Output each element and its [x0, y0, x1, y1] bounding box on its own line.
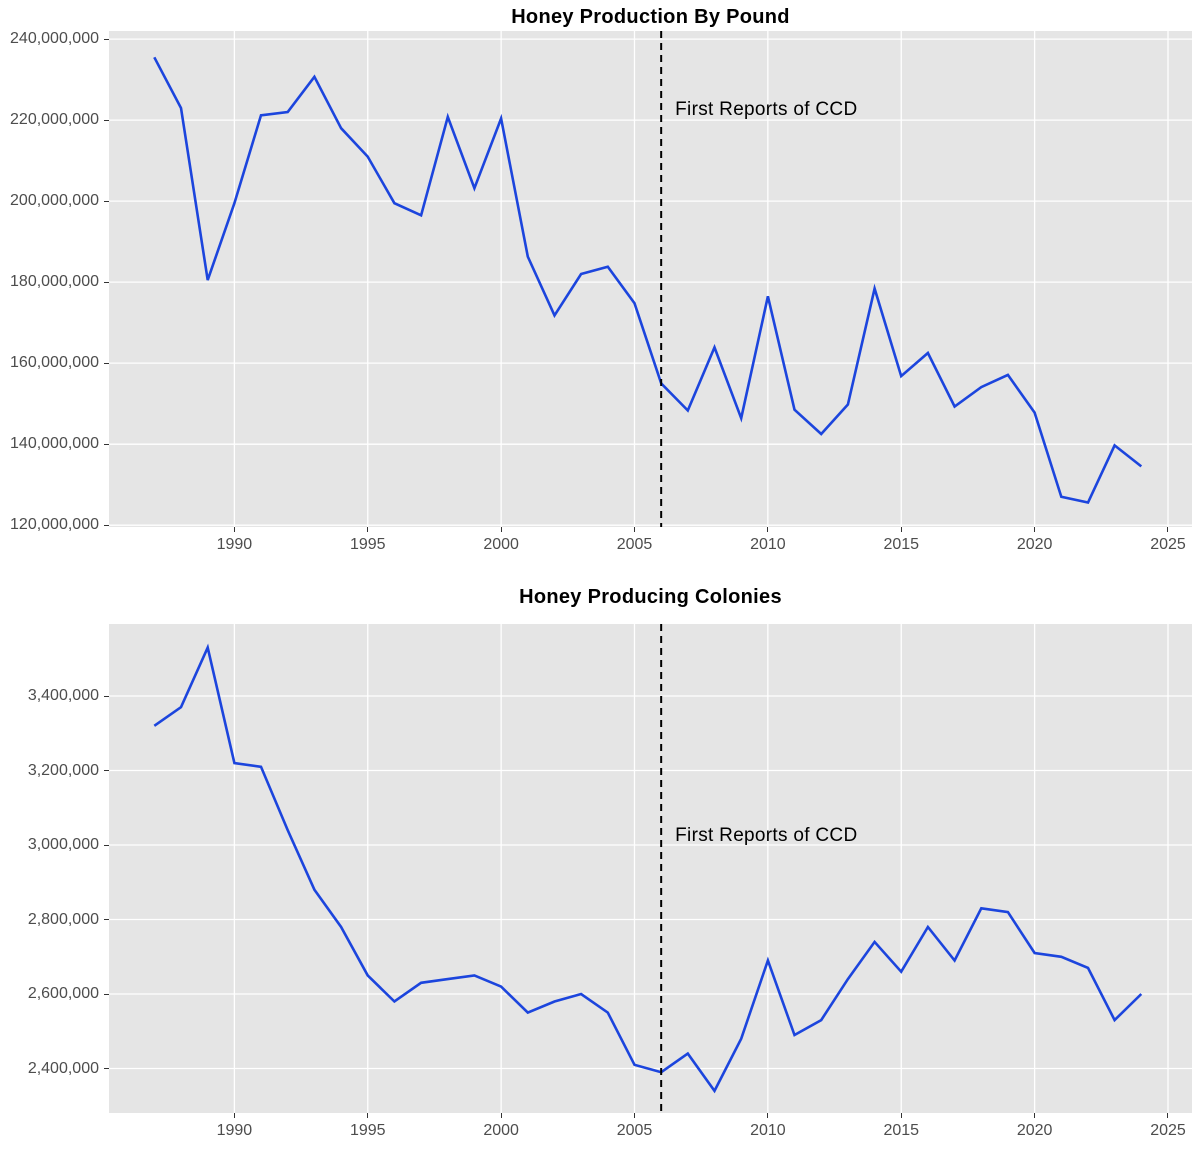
x-tick-label-1990: 1990	[216, 1122, 253, 1139]
x-tick-mark	[633, 1113, 635, 1118]
x-tick-mark	[1034, 1113, 1036, 1118]
x-tick-mark	[900, 1113, 902, 1118]
y-tick-mark	[104, 200, 109, 202]
y-tick-mark	[104, 119, 109, 121]
x-tick-mark	[767, 1113, 769, 1118]
honey-production-pounds-line	[153, 56, 1143, 504]
x-tick-label-1995: 1995	[349, 1122, 386, 1139]
y-tick-label-140000000: 140,000,000	[10, 435, 99, 453]
x-tick-mark	[500, 1113, 502, 1118]
y-tick-label-200000000: 200,000,000	[10, 192, 99, 210]
x-tick-label-2010: 2010	[750, 536, 786, 553]
y-tick-label-2800000: 2,800,000	[27, 910, 99, 928]
x-tick-mark	[1034, 527, 1036, 532]
x-tick-label-2020: 2020	[1016, 1122, 1053, 1139]
y-tick-mark	[104, 695, 109, 697]
y-tick-mark	[104, 524, 109, 526]
y-tick-label-120000000: 120,000,000	[10, 516, 99, 534]
y-tick-label-2400000: 2,400,000	[27, 1059, 99, 1077]
x-tick-mark	[367, 527, 369, 532]
x-tick-mark	[1167, 527, 1169, 532]
x-tick-label-2000: 2000	[483, 536, 519, 553]
x-tick-mark	[233, 527, 235, 532]
chart1-plot-area	[109, 31, 1192, 527]
y-tick-label-3200000: 3,200,000	[27, 761, 99, 779]
y-tick-mark	[104, 919, 109, 921]
x-tick-mark	[367, 1113, 369, 1118]
x-tick-mark	[633, 527, 635, 532]
y-tick-label-240000000: 240,000,000	[10, 30, 99, 48]
y-tick-mark	[104, 443, 109, 445]
x-tick-label-1995: 1995	[349, 536, 386, 553]
chart2-plot-area	[109, 624, 1192, 1113]
chart1-title: Honey Production By Pound	[511, 6, 790, 28]
y-tick-mark	[104, 281, 109, 283]
x-tick-label-2015: 2015	[883, 1122, 920, 1139]
x-tick-label-2020: 2020	[1016, 536, 1053, 553]
chart2-ccd-annotation: First Reports of CCD	[675, 825, 858, 846]
y-tick-mark	[104, 770, 109, 771]
y-tick-label-180000000: 180,000,000	[10, 273, 99, 291]
y-tick-mark	[104, 993, 109, 995]
x-tick-mark	[500, 527, 502, 532]
y-tick-label-3000000: 3,000,000	[27, 836, 99, 853]
x-tick-mark	[767, 527, 769, 532]
y-tick-mark	[104, 362, 109, 364]
x-tick-label-2015: 2015	[883, 536, 920, 553]
x-tick-label-2025: 2025	[1150, 536, 1186, 553]
x-tick-mark	[900, 527, 902, 532]
honey-producing-colonies-line	[153, 643, 1143, 1094]
x-tick-label-2010: 2010	[750, 1122, 786, 1139]
x-tick-mark	[1167, 1113, 1169, 1118]
chart2-title: Honey Producing Colonies	[519, 586, 782, 608]
x-tick-label-2005: 2005	[616, 536, 653, 553]
chart1-ccd-annotation: First Reports of CCD	[675, 99, 858, 120]
y-tick-mark	[104, 1068, 109, 1070]
y-tick-label-220000000: 220,000,000	[10, 111, 99, 129]
y-tick-label-3400000: 3,400,000	[27, 687, 99, 704]
y-tick-label-160000000: 160,000,000	[10, 354, 99, 372]
chart-canvas	[109, 31, 1192, 527]
y-tick-mark	[104, 844, 109, 846]
y-tick-mark	[104, 38, 109, 40]
x-tick-mark	[233, 1113, 235, 1118]
y-tick-label-2600000: 2,600,000	[27, 985, 99, 1003]
x-tick-label-2005: 2005	[616, 1122, 653, 1139]
chart-canvas	[109, 624, 1192, 1113]
x-tick-label-1990: 1990	[216, 536, 253, 553]
x-tick-label-2000: 2000	[483, 1122, 519, 1139]
x-tick-label-2025: 2025	[1150, 1122, 1186, 1139]
